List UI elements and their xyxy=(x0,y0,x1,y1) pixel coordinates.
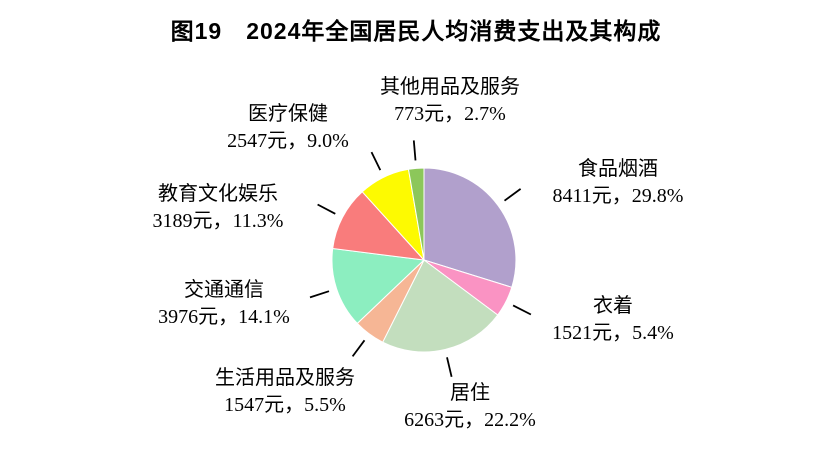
pie-slice-other-goods-services xyxy=(407,167,425,261)
slice-name: 其他用品及服务 xyxy=(380,76,520,98)
slice-name: 教育文化娱乐 xyxy=(157,183,278,205)
slice-name: 居住 xyxy=(449,382,490,404)
slice-name: 生活用品及服务 xyxy=(215,367,355,389)
slice-label-other-goods-services: 其他用品及服务 773元，2.7% xyxy=(380,74,520,128)
slice-name: 交通通信 xyxy=(183,279,264,301)
slice-name: 衣着 xyxy=(592,295,633,317)
pie-slice-housing xyxy=(382,259,499,353)
leader-line-clothing xyxy=(512,304,532,316)
slice-label-household-goods-services: 生活用品及服务 1547元，5.5% xyxy=(215,365,355,419)
slice-detail: 3189元，11.3% xyxy=(152,210,284,232)
slice-detail: 8411元，29.8% xyxy=(552,185,684,207)
slice-label-education-culture-recreation: 教育文化娱乐 3189元，11.3% xyxy=(153,181,284,235)
chart-title: 图19 2024年全国居民人均消费支出及其构成 xyxy=(170,18,662,44)
slice-detail: 3976元，14.1% xyxy=(158,306,290,328)
slice-detail: 2547元，9.0% xyxy=(227,130,349,152)
slice-detail: 6263元，22.2% xyxy=(404,409,536,431)
slice-label-transport-communication: 交通通信 3976元，14.1% xyxy=(158,277,290,331)
slice-name: 医疗保健 xyxy=(247,103,328,125)
pie-slice-food-tobacco-alcohol xyxy=(423,167,517,288)
slice-detail: 1547元，5.5% xyxy=(224,394,346,416)
leader-line-other-goods-services xyxy=(412,140,417,161)
slice-label-housing: 居住 6263元，22.2% xyxy=(404,380,536,434)
slice-detail: 773元，2.7% xyxy=(394,103,506,125)
leader-line-transport-communication xyxy=(309,290,330,299)
leader-line-housing xyxy=(446,357,453,378)
leader-line-education-culture-recreation xyxy=(317,203,336,215)
leader-line-food-tobacco-alcohol xyxy=(503,188,522,202)
leader-line-healthcare xyxy=(370,151,382,171)
slice-label-healthcare: 医疗保健 2547元，9.0% xyxy=(227,101,349,155)
leader-line-household-goods-services xyxy=(351,339,366,357)
slice-label-clothing: 衣着 1521元，5.4% xyxy=(552,293,674,347)
pie-slice-education-culture-recreation xyxy=(332,191,426,261)
pie-slice-transport-communication xyxy=(331,247,426,325)
slice-name: 食品烟酒 xyxy=(577,158,658,180)
slice-label-food-tobacco-alcohol: 食品烟酒 8411元，29.8% xyxy=(553,156,684,210)
slice-detail: 1521元，5.4% xyxy=(552,322,674,344)
